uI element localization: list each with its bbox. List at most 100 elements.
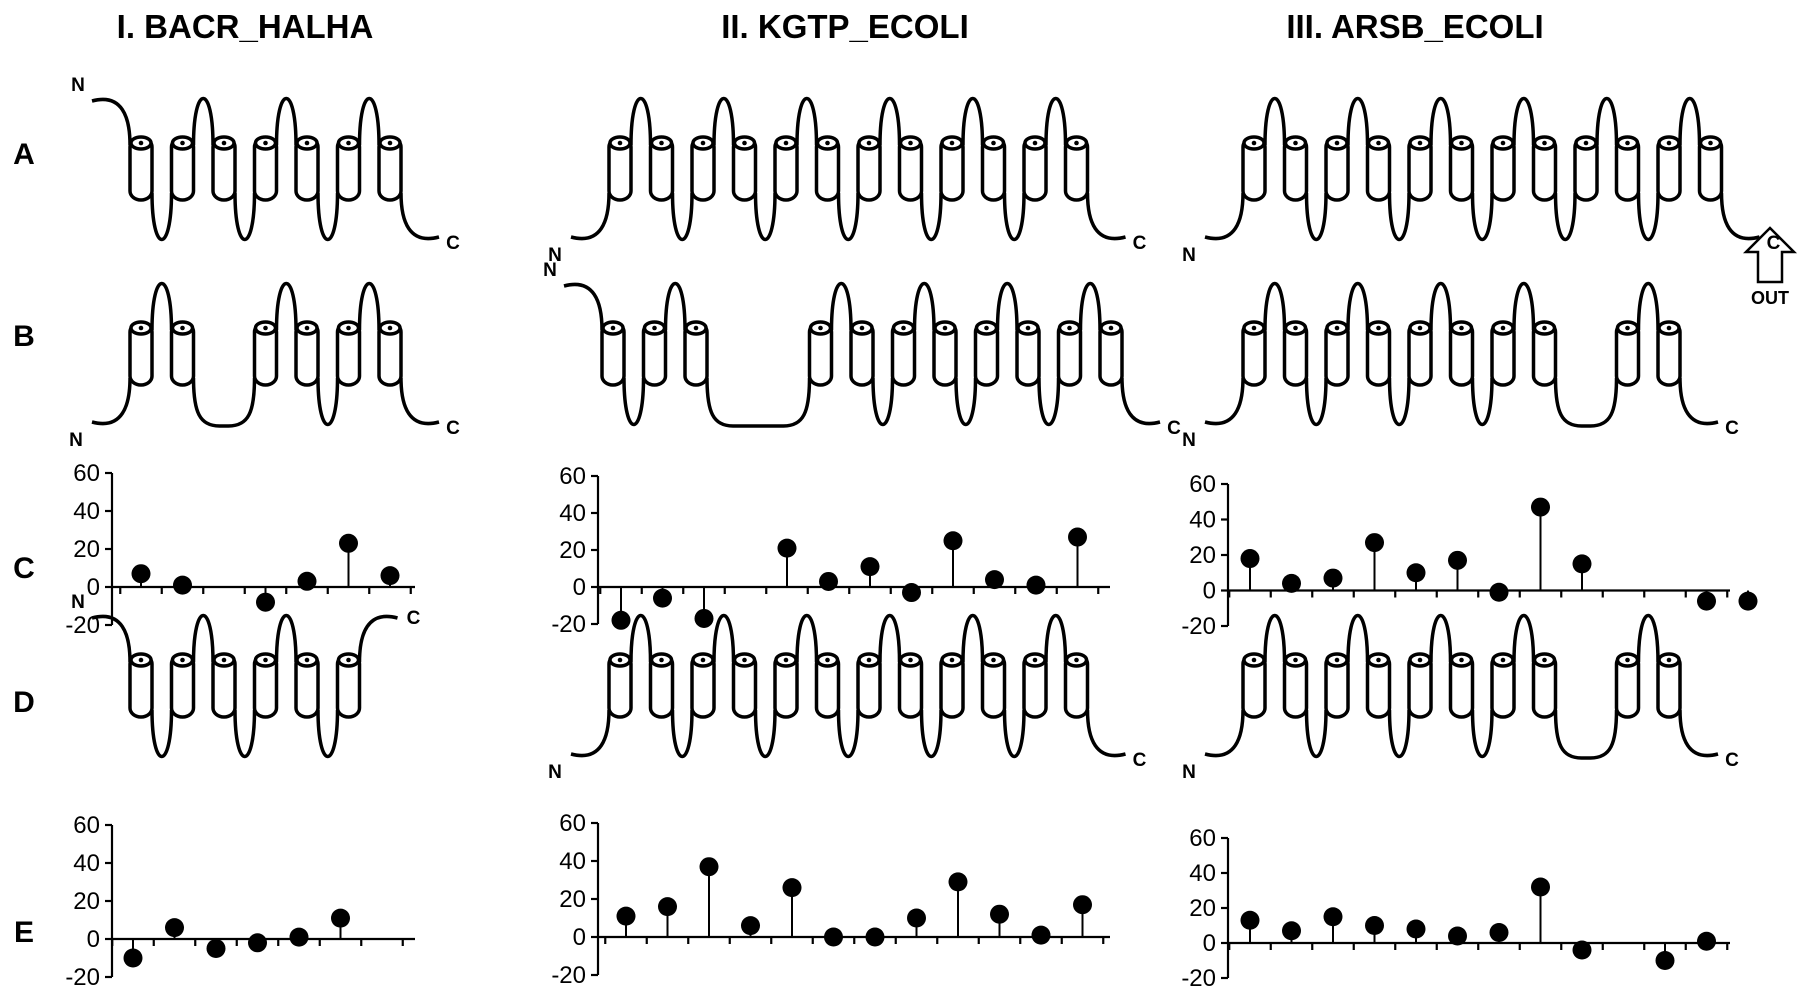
stem-point xyxy=(658,897,677,917)
n-terminus-label: N xyxy=(71,592,85,613)
helix-cap-dot xyxy=(859,325,865,331)
row-label-c: C xyxy=(13,552,35,585)
helix-cap-dot xyxy=(1500,325,1506,331)
topology-1-b: NC xyxy=(69,281,460,451)
y-tick-label: 40 xyxy=(1189,507,1216,534)
stem-point xyxy=(865,927,885,947)
helix-cap-dot xyxy=(659,657,664,663)
y-tick-label: 60 xyxy=(73,460,100,487)
y-tick-label: 40 xyxy=(1189,860,1216,887)
stem-point xyxy=(131,564,151,584)
c-terminus-label: C xyxy=(1133,233,1147,254)
helix-cap-dot xyxy=(991,140,996,146)
helix-cap-dot xyxy=(866,140,872,146)
stem-point xyxy=(1572,940,1592,960)
helix-cap-dot xyxy=(263,140,268,146)
helix-cap-dot xyxy=(1334,657,1340,663)
stem-point xyxy=(289,927,309,947)
helix-cap-dot xyxy=(346,657,351,663)
out-label: OUT xyxy=(1751,288,1789,308)
helix-cap-dot xyxy=(693,325,699,331)
n-terminus-label: N xyxy=(71,75,85,96)
stem-chart-3-c: 60 40 20 0 -20 xyxy=(1181,471,1758,640)
backbone-line xyxy=(563,281,1161,428)
stem-point xyxy=(611,610,631,630)
y-tick-label: -20 xyxy=(551,962,586,989)
helix-cap-dot xyxy=(825,657,830,663)
helix-cap-dot xyxy=(866,657,872,663)
helix-cap-dot xyxy=(942,325,948,331)
stem-point xyxy=(1240,910,1260,930)
stem-point xyxy=(1031,925,1051,945)
helix-cap-dot xyxy=(1032,140,1038,146)
helix-cap-dot xyxy=(387,140,393,146)
y-tick-label: 60 xyxy=(559,810,586,837)
backbone-line xyxy=(1204,613,1719,760)
helix-cap-dot xyxy=(1625,325,1630,331)
backbone-line xyxy=(91,281,440,428)
stem-point xyxy=(741,916,760,936)
stem-point xyxy=(1489,582,1509,602)
y-tick-label: 0 xyxy=(573,574,586,601)
stem-point xyxy=(819,571,838,591)
stem-point xyxy=(1406,563,1426,583)
stem-point xyxy=(206,939,226,958)
stem-point xyxy=(653,588,672,608)
stem-point xyxy=(1697,591,1716,611)
helix-cap-dot xyxy=(180,657,185,663)
topology-2-d: NC xyxy=(548,613,1147,783)
helix-cap-dot xyxy=(1583,140,1589,146)
helix-cap-dot xyxy=(1251,325,1257,331)
helix-cap-dot xyxy=(825,140,830,146)
stem-point xyxy=(1323,907,1343,927)
helix-cap-dot xyxy=(949,657,955,663)
helix-cap-dot xyxy=(652,325,657,331)
stem-point xyxy=(1738,591,1758,611)
stem-point xyxy=(339,533,358,553)
stem-point xyxy=(331,908,350,928)
stem-point xyxy=(1068,527,1087,547)
stem-point xyxy=(1282,573,1301,593)
y-tick-label: -20 xyxy=(65,964,100,991)
helix-cap-dot xyxy=(818,325,823,331)
backbone-line xyxy=(91,613,398,759)
y-tick-label: 40 xyxy=(559,848,586,875)
helix-cap-dot xyxy=(221,657,227,663)
stem-point xyxy=(990,904,1009,924)
stem-point xyxy=(1282,921,1301,941)
c-terminus-label: C xyxy=(1725,418,1739,439)
stem-point xyxy=(907,908,926,928)
stem-point xyxy=(248,933,267,953)
helix-cap-dot xyxy=(1500,657,1506,663)
n-terminus-label: N xyxy=(1182,245,1196,266)
helix-cap-dot xyxy=(1108,325,1114,331)
helix-cap-dot xyxy=(1334,140,1340,146)
helix-cap-dot xyxy=(138,140,144,146)
stem-point xyxy=(165,918,184,938)
helix-cap-dot xyxy=(1074,657,1079,663)
helix-cap-dot xyxy=(1542,325,1547,331)
row-label-d: D xyxy=(13,686,35,719)
helix-cap-dot xyxy=(304,657,310,663)
stem-point xyxy=(1655,951,1675,970)
helix-cap-dot xyxy=(617,140,623,146)
y-tick-label: 40 xyxy=(73,498,100,525)
stem-chart-1-c: 60 40 20 0 -20 xyxy=(65,460,415,639)
helix-cap-dot xyxy=(1417,325,1423,331)
helix-cap-dot xyxy=(1459,325,1464,331)
y-tick-label: 0 xyxy=(1203,930,1216,957)
y-tick-label: 40 xyxy=(559,500,586,527)
stem-point xyxy=(1572,554,1592,574)
stem-point xyxy=(123,948,143,968)
row-label-e: E xyxy=(14,916,34,949)
backbone-line xyxy=(1204,281,1719,428)
backbone-line xyxy=(570,96,1126,242)
helix-cap-dot xyxy=(901,325,906,331)
helix-cap-dot xyxy=(1500,140,1506,146)
stem-chart-2-e: 60 40 20 0 -20 xyxy=(551,810,1110,989)
stem-charts: 60 40 20 0 -20 60 40 20 0 -20 60 40 20 0 -20 60 40 20 0 -20… xyxy=(65,460,1758,991)
helix-cap-dot xyxy=(1251,140,1257,146)
helix-cap-dot xyxy=(138,325,144,331)
helix-cap-dot xyxy=(1251,657,1257,663)
stem-point xyxy=(1531,497,1550,517)
